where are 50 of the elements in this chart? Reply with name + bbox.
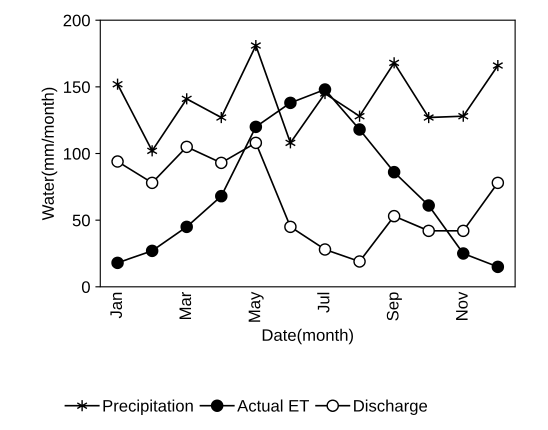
point	[146, 144, 158, 158]
x-tick-label: Sep	[386, 292, 402, 321]
y-tick-label: 100	[64, 148, 90, 160]
point	[422, 224, 435, 238]
point	[284, 136, 296, 150]
legend-label: Precipitation	[103, 399, 193, 415]
point	[250, 136, 262, 150]
x-axis-title: Date(month)	[262, 328, 353, 344]
point	[112, 78, 124, 90]
y-axis-title: Water(mm/month)	[42, 88, 58, 220]
legend-label: Discharge	[354, 399, 428, 415]
point	[388, 210, 400, 222]
point	[250, 120, 262, 134]
y-tick-label: 0	[82, 281, 90, 294]
point	[458, 110, 469, 122]
point	[353, 255, 366, 268]
point	[354, 110, 366, 122]
x-tick-label: Jul	[317, 292, 330, 313]
y-tick-label: 50	[72, 214, 90, 226]
point	[353, 123, 366, 136]
point	[457, 224, 470, 238]
point	[492, 260, 504, 274]
point	[492, 59, 504, 72]
point	[250, 39, 262, 52]
y-tick-label: 150	[64, 81, 90, 94]
point	[215, 190, 228, 202]
point	[180, 140, 193, 154]
point	[284, 220, 297, 234]
point	[457, 247, 470, 260]
point	[216, 111, 227, 124]
point	[388, 56, 400, 70]
legend-label: Actual ET	[237, 399, 310, 412]
point	[422, 199, 435, 212]
point	[146, 176, 158, 190]
x-tick-label: May	[248, 292, 264, 322]
point	[180, 220, 193, 234]
point	[111, 256, 124, 270]
point	[146, 244, 158, 258]
x-tick-label: Nov	[456, 292, 468, 320]
point	[423, 111, 434, 124]
point	[318, 243, 332, 256]
point	[388, 166, 400, 178]
point	[284, 96, 297, 110]
point	[111, 155, 124, 168]
x-tick-label: Jan	[110, 292, 122, 318]
point	[215, 156, 228, 170]
y-tick-label: 200	[64, 14, 90, 26]
point	[181, 92, 192, 106]
x-tick-label: Mar	[180, 292, 192, 320]
point	[492, 176, 504, 190]
